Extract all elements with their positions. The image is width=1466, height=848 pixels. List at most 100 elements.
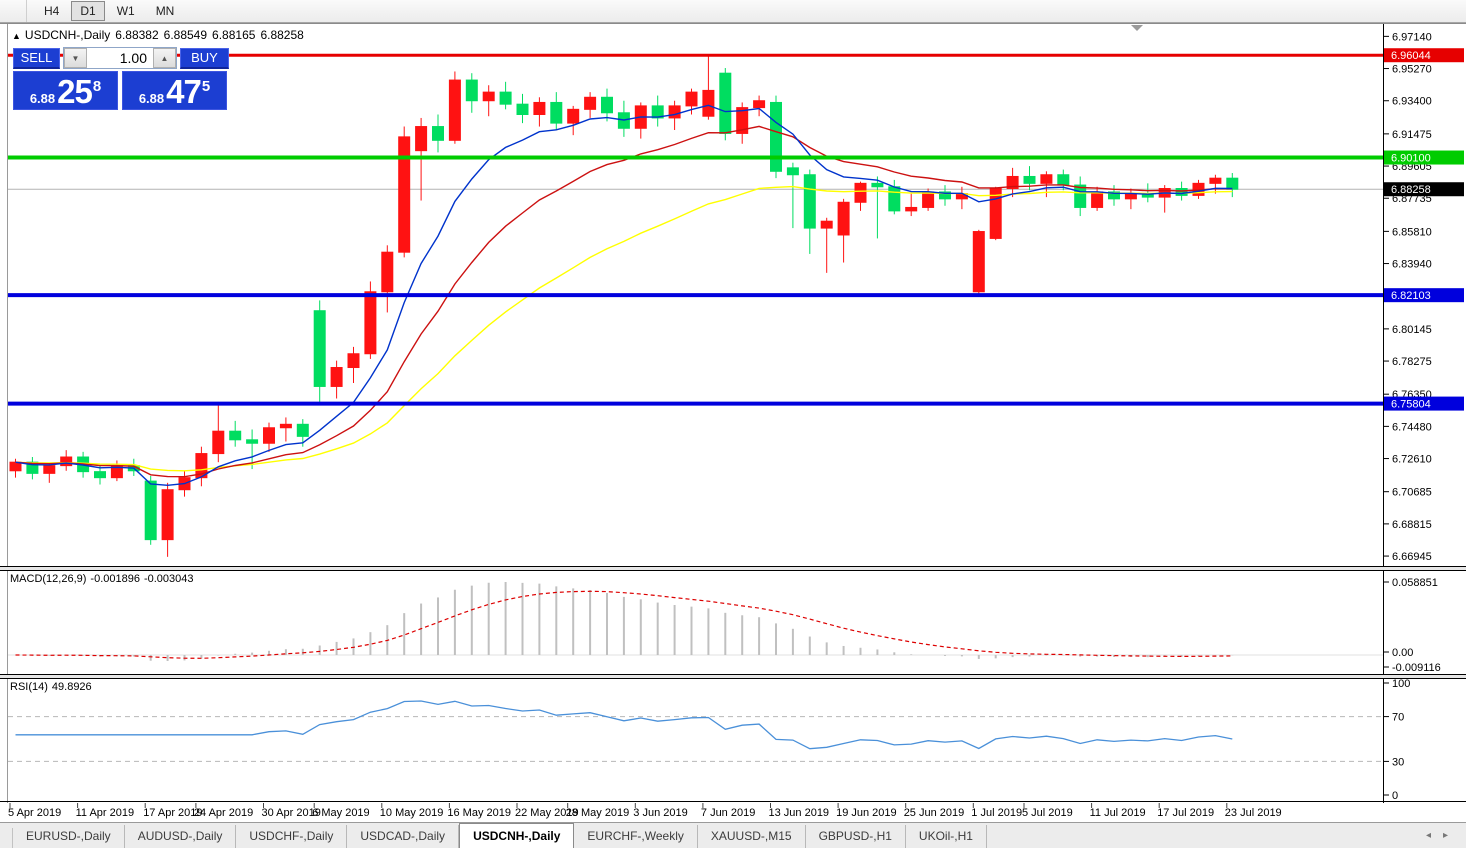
svg-text:6.91475: 6.91475 xyxy=(1392,129,1432,141)
tab-eurusd-daily[interactable]: EURUSD-,Daily xyxy=(13,825,125,848)
tab-scroll-left-icon[interactable]: ◂ xyxy=(1425,830,1443,841)
tab-xauusd-m15[interactable]: XAUUSD-,M15 xyxy=(698,825,806,848)
svg-text:0.058851: 0.058851 xyxy=(1392,577,1438,589)
svg-text:24 Apr 2019: 24 Apr 2019 xyxy=(194,807,253,819)
buy-price-big: 47 xyxy=(166,73,202,110)
svg-text:0.00: 0.00 xyxy=(1392,647,1413,659)
tab-usdchf-daily[interactable]: USDCHF-,Daily xyxy=(236,825,348,848)
macd-main-value: -0.001896 xyxy=(90,573,140,585)
svg-text:5 Jul 2019: 5 Jul 2019 xyxy=(1022,807,1073,819)
svg-text:19 Jun 2019: 19 Jun 2019 xyxy=(836,807,897,819)
level-price-badge-6.82103: 6.82103 xyxy=(1384,288,1464,303)
timeframe-button-w1[interactable]: W1 xyxy=(116,4,135,18)
svg-text:16 May 2019: 16 May 2019 xyxy=(447,807,511,819)
svg-text:22 May 2019: 22 May 2019 xyxy=(515,807,579,819)
svg-text:11 Jul 2019: 11 Jul 2019 xyxy=(1090,807,1146,819)
level-price-badge-6.90100: 6.90100 xyxy=(1384,150,1464,165)
svg-text:100: 100 xyxy=(1392,678,1410,690)
ohlc-high: 6.88549 xyxy=(163,28,208,42)
ma-fast-line xyxy=(15,104,1233,487)
svg-text:6.68815: 6.68815 xyxy=(1392,519,1432,531)
sell-button[interactable]: SELL xyxy=(13,47,60,69)
tab-scroll-right-icon[interactable]: ▸ xyxy=(1442,830,1460,841)
svg-text:6.70685: 6.70685 xyxy=(1392,487,1432,499)
sell-price-big: 25 xyxy=(57,73,93,110)
timeframe-toolbar: H4 D1 W1 MN xyxy=(0,0,1466,23)
tab-gbpusd-h1[interactable]: GBPUSD-,H1 xyxy=(806,825,906,848)
svg-text:30: 30 xyxy=(1392,756,1404,768)
candlestick-series xyxy=(9,54,1239,557)
tab-usdcad-daily[interactable]: USDCAD-,Daily xyxy=(347,825,460,848)
svg-text:25 Jun 2019: 25 Jun 2019 xyxy=(904,807,965,819)
svg-text:23 Jul 2019: 23 Jul 2019 xyxy=(1225,807,1282,819)
svg-text:6.83940: 6.83940 xyxy=(1392,259,1432,271)
volume-decrease-button[interactable]: ▼ xyxy=(64,48,87,68)
chart-shift-marker-icon xyxy=(1131,25,1143,31)
tab-usdcnh-daily[interactable]: USDCNH-,Daily xyxy=(459,823,575,848)
svg-text:6.97140: 6.97140 xyxy=(1392,31,1432,43)
tab-scroll-arrows: ◂▸ xyxy=(1426,830,1460,841)
svg-text:6.74480: 6.74480 xyxy=(1392,421,1432,433)
svg-text:11 Apr 2019: 11 Apr 2019 xyxy=(76,807,135,819)
timeframe-button-d1[interactable]: D1 xyxy=(71,1,105,21)
ma-slow-line xyxy=(15,185,1233,472)
svg-text:17 Apr 2019: 17 Apr 2019 xyxy=(143,807,202,819)
macd-signal-line xyxy=(15,590,1233,659)
svg-text:1 Jul 2019: 1 Jul 2019 xyxy=(971,807,1022,819)
svg-text:28 May 2019: 28 May 2019 xyxy=(566,807,630,819)
buy-price-prefix: 6.88 xyxy=(138,91,165,106)
svg-text:13 Jun 2019: 13 Jun 2019 xyxy=(769,807,830,819)
sell-price-sup: 8 xyxy=(92,78,102,95)
svg-text:6.80145: 6.80145 xyxy=(1392,324,1432,336)
tab-eurchf-weekly[interactable]: EURCHF-,Weekly xyxy=(574,825,698,848)
svg-text:6.87735: 6.87735 xyxy=(1392,193,1432,205)
svg-text:-0.009116: -0.009116 xyxy=(1392,662,1441,674)
svg-text:7 Jun 2019: 7 Jun 2019 xyxy=(701,807,755,819)
svg-text:6.78275: 6.78275 xyxy=(1392,356,1432,368)
volume-increase-button[interactable]: ▲ xyxy=(153,48,176,68)
timeframe-button-mn[interactable]: MN xyxy=(155,4,175,18)
tab-audusd-daily[interactable]: AUDUSD-,Daily xyxy=(125,825,237,848)
ohlc-close: 6.88258 xyxy=(260,28,304,42)
volume-value[interactable]: 1.00 xyxy=(119,50,147,66)
rsi-value: 49.8926 xyxy=(51,681,92,693)
chart-tab-bar: EURUSD-,Daily AUDUSD-,Daily USDCHF-,Daily U… xyxy=(0,822,1466,848)
svg-text:70: 70 xyxy=(1392,712,1404,724)
rsi-axis: 100 70 30 0 xyxy=(1384,678,1410,802)
symbol-triangle-icon: ▲ xyxy=(12,31,21,41)
svg-text:6.93400: 6.93400 xyxy=(1392,96,1432,108)
svg-text:6.90100: 6.90100 xyxy=(1391,153,1431,165)
chart-tabs: EURUSD-,Daily AUDUSD-,Daily USDCHF-,Daily U… xyxy=(13,823,987,848)
macd-indicator-label: MACD(12,26,9) -0.001896 -0.003043 xyxy=(10,573,198,585)
timeframe-button-h4[interactable]: H4 xyxy=(44,4,60,18)
svg-text:10 May 2019: 10 May 2019 xyxy=(380,807,444,819)
svg-text:6.66945: 6.66945 xyxy=(1392,551,1432,563)
ohlc-low: 6.88165 xyxy=(212,28,256,42)
sell-price-prefix: 6.88 xyxy=(29,91,56,106)
ohlc-open: 6.88382 xyxy=(115,28,159,42)
buy-price-box[interactable]: 6.88 47 5 xyxy=(122,71,227,110)
chart-title: ▲ USDCNH-,Daily 6.88382 6.88549 6.88165 6.882… xyxy=(12,28,309,42)
svg-text:6.88258: 6.88258 xyxy=(1391,184,1431,196)
current-price-badge: 6.88258 xyxy=(1384,182,1464,197)
svg-text:3 Jun 2019: 3 Jun 2019 xyxy=(633,807,687,819)
rsi-name: RSI(14) xyxy=(10,681,48,693)
svg-text:6.82103: 6.82103 xyxy=(1391,290,1431,302)
svg-text:6.95270: 6.95270 xyxy=(1392,64,1432,76)
buy-button[interactable]: BUY xyxy=(180,47,229,69)
one-click-trading-panel: SELL ▼ 1.00 ▲ BUY 6.88 25 8 6.88 47 5 xyxy=(13,47,231,110)
sell-price-box[interactable]: 6.88 25 8 xyxy=(13,71,118,110)
svg-text:6.85810: 6.85810 xyxy=(1392,226,1432,238)
svg-text:30 Apr 2019: 30 Apr 2019 xyxy=(262,807,321,819)
timeframe-button-group: H4 D1 W1 MN xyxy=(26,0,186,22)
rsi-line xyxy=(15,700,1233,750)
tab-bar-stub xyxy=(0,828,13,848)
tab-ukoil-h1[interactable]: UKOil-,H1 xyxy=(906,825,987,848)
macd-signal-value: -0.003043 xyxy=(143,573,194,585)
macd-name: MACD(12,26,9) xyxy=(10,573,87,585)
level-price-badge-6.96044: 6.96044 xyxy=(1384,48,1464,63)
level-price-badge-6.75804: 6.75804 xyxy=(1384,396,1464,411)
